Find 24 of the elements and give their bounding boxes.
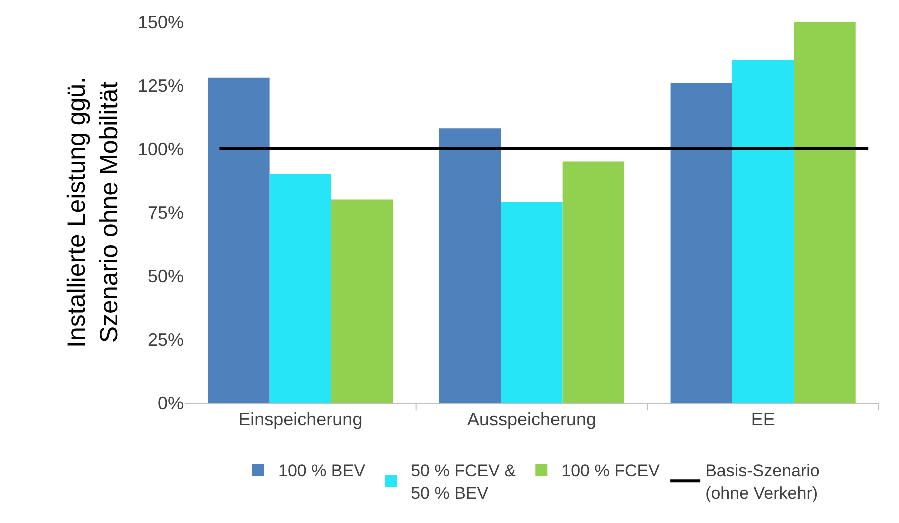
bar (562, 162, 625, 403)
y-tick-label: 125% (138, 76, 184, 96)
bar (332, 200, 394, 403)
bar (670, 82, 732, 403)
bar (439, 128, 502, 403)
legend-label: 100 % BEV (278, 462, 366, 481)
x-tick-label: EE (751, 410, 776, 430)
y-axis-title: Installierte Leistung ggü. Szenario ohne Mobilität (63, 76, 124, 348)
y-tick-label: 50% (148, 266, 184, 286)
x-tick-label: Einspeicherung (238, 410, 363, 430)
y-tick-label: 100% (138, 139, 184, 160)
bar (501, 202, 563, 403)
bar (208, 78, 270, 403)
bar (732, 60, 794, 403)
bar (794, 22, 856, 403)
bar (270, 174, 332, 403)
legend-label: 50 % FCEV & 50 % BEV (411, 462, 517, 503)
y-tick-label: 0% (158, 393, 184, 414)
y-tick-label: 75% (148, 202, 184, 223)
y-tick-label: 25% (148, 330, 184, 350)
x-tick-label: Ausspeicherung (467, 410, 597, 430)
legend-label: Basis-Szenario (ohne Verkehr) (706, 462, 820, 503)
y-tick-label: 150% (138, 12, 184, 32)
legend-label: 100 % FCEV (562, 462, 661, 481)
